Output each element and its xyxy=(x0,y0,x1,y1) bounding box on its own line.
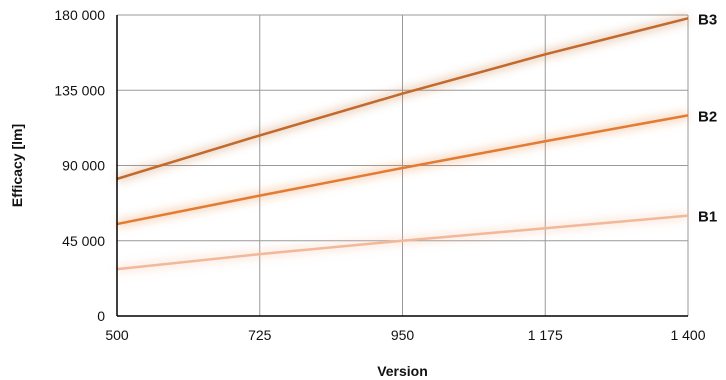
series-line-b2 xyxy=(116,114,689,226)
x-tick-label: 950 xyxy=(391,327,415,343)
x-tick-labels: 500 725 950 1 175 1 400 xyxy=(105,327,705,343)
series-line-b1 xyxy=(116,214,689,271)
y-tick-label: 135 000 xyxy=(54,82,105,98)
y-tick-label: 180 000 xyxy=(54,7,105,23)
y-tick-label: 45 000 xyxy=(62,233,105,249)
series-label-b3: B3 xyxy=(698,11,717,28)
x-tick-label: 1 175 xyxy=(528,327,563,343)
x-tick-label: 725 xyxy=(248,327,272,343)
axes xyxy=(116,15,688,317)
series-line-b3 xyxy=(116,17,689,181)
x-tick-label: 500 xyxy=(105,327,129,343)
series-layer xyxy=(116,17,689,271)
series-label-b2: B2 xyxy=(698,108,717,125)
x-tick-label: 1 400 xyxy=(670,327,705,343)
y-tick-label: 90 000 xyxy=(62,158,105,174)
y-tick-label: 0 xyxy=(97,308,105,324)
series-label-b1: B1 xyxy=(698,209,717,226)
y-axis-title: Efficacy [lm] xyxy=(9,124,25,207)
y-tick-labels: 0 45 000 90 000 135 000 180 000 xyxy=(54,7,105,324)
x-axis-title: Version xyxy=(377,363,428,379)
series-labels: B1 B2 B3 xyxy=(698,11,717,225)
